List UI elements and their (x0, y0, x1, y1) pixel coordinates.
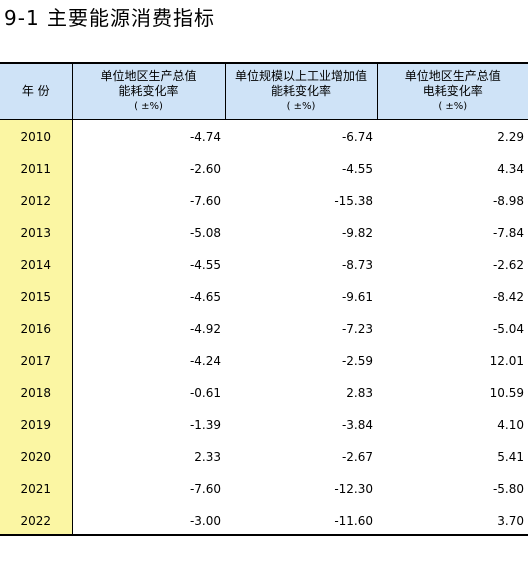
gdp-electricity-change-cell: -8.42 (492, 290, 524, 304)
table-row: 2013 -5.08 -9.82 -7.84 (0, 215, 528, 247)
industrial-energy-change-cell: -2.59 (341, 354, 373, 368)
industrial-energy-change-cell: -4.55 (341, 162, 373, 176)
table-row: 2011 -2.60 -4.55 4.34 (0, 151, 528, 183)
year-cell: 2019 (0, 407, 73, 439)
gdp-electricity-change-cell: 2.29 (497, 130, 524, 145)
gdp-electricity-change-cell: 3.70 (377, 503, 528, 536)
year-cell: 2022 (0, 503, 73, 536)
year-cell: 2016 (0, 311, 73, 343)
year-cell: 2018 (0, 375, 73, 407)
gdp-electricity-change-cell: -5.04 (492, 322, 524, 336)
gdp-electricity-change-cell: 5.41 (497, 450, 524, 464)
gdp-electricity-change-cell: -8.98 (492, 194, 524, 208)
year-cell: 2012 (0, 183, 73, 215)
industrial-energy-change-cell: -3.84 (341, 418, 373, 432)
year-cell: 2020 (0, 439, 73, 471)
gdp-electricity-change-cell: 12.01 (489, 354, 524, 368)
year-cell: 2011 (0, 151, 73, 183)
industrial-energy-change-cell: -9.61 (341, 290, 373, 304)
industrial-energy-change-cell: -9.82 (341, 226, 373, 240)
year-cell: 2015 (0, 279, 73, 311)
header-year: 年 份 (0, 62, 72, 120)
table-row: 2014 -4.55 -8.73 -2.62 (0, 247, 528, 279)
gdp-energy-change-cell: 2.33 (194, 450, 221, 464)
year-cell: 2014 (0, 247, 73, 279)
industrial-energy-change-cell: -15.38 (334, 194, 373, 208)
gdp-electricity-change-cell: -2.62 (492, 258, 524, 272)
gdp-energy-change-cell: -4.65 (189, 290, 221, 304)
gdp-energy-change-cell: -5.08 (189, 226, 221, 240)
industrial-energy-change-cell: -2.67 (341, 450, 373, 464)
year-cell: 2017 (0, 343, 73, 375)
industrial-energy-change-cell: 2.83 (346, 386, 373, 400)
gdp-electricity-change-cell: -7.84 (492, 226, 524, 240)
industrial-energy-change-cell: -12.30 (334, 482, 373, 496)
industrial-energy-change-cell: -11.60 (225, 503, 377, 536)
table-row: 2012 -7.60 -15.38 -8.98 (0, 183, 528, 215)
industrial-energy-change-cell: -8.73 (341, 258, 373, 272)
gdp-energy-change-cell: -1.39 (189, 418, 221, 432)
gdp-energy-change-cell: -7.60 (189, 482, 221, 496)
gdp-electricity-change-cell: 4.34 (497, 162, 524, 176)
table-row: 2022 -3.00 -11.60 3.70 (0, 503, 528, 536)
gdp-energy-change-cell: -4.55 (189, 258, 221, 272)
gdp-energy-change-cell: -4.74 (189, 130, 221, 145)
header-gdp-electricity-change: 单位地区生产总值 电耗变化率 ( ±%) (376, 62, 528, 120)
industrial-energy-change-cell: -6.74 (341, 130, 373, 145)
energy-indicator-table: 年 份 单位地区生产总值 能耗变化率 ( ±%) 单位规模以上工业增加值 能耗变… (0, 62, 528, 536)
industrial-energy-change-cell: -7.23 (341, 322, 373, 336)
gdp-energy-change-cell: -2.60 (189, 162, 221, 176)
table-header-row: 年 份 单位地区生产总值 能耗变化率 ( ±%) 单位规模以上工业增加值 能耗变… (0, 62, 528, 120)
table-row: 2015 -4.65 -9.61 -8.42 (0, 279, 528, 311)
page-title: 9-1 主要能源消费指标 (4, 6, 216, 30)
table-row: 2018 -0.61 2.83 10.59 (0, 375, 528, 407)
table-row: 2021 -7.60 -12.30 -5.80 (0, 471, 528, 503)
year-cell: 2021 (0, 471, 73, 503)
header-gdp-energy-change: 单位地区生产总值 能耗变化率 ( ±%) (71, 62, 225, 120)
gdp-energy-change-cell: -4.24 (189, 354, 221, 368)
gdp-energy-change-cell: -3.00 (72, 503, 225, 536)
gdp-energy-change-cell: -7.60 (189, 194, 221, 208)
table-row: 2010 -4.74 -6.74 2.29 (0, 119, 528, 151)
table-row: 2016 -4.92 -7.23 -5.04 (0, 311, 528, 343)
gdp-energy-change-cell: -0.61 (189, 386, 221, 400)
year-cell: 2010 (0, 119, 73, 151)
table-row: 2017 -4.24 -2.59 12.01 (0, 343, 528, 375)
gdp-electricity-change-cell: -5.80 (492, 482, 524, 496)
gdp-energy-change-cell: -4.92 (189, 322, 221, 336)
gdp-electricity-change-cell: 10.59 (489, 386, 524, 400)
gdp-electricity-change-cell: 4.10 (497, 418, 524, 432)
table-row: 2019 -1.39 -3.84 4.10 (0, 407, 528, 439)
header-industrial-energy-change: 单位规模以上工业增加值 能耗变化率 ( ±%) (224, 62, 377, 120)
year-cell: 2013 (0, 215, 73, 247)
table-row: 2020 2.33 -2.67 5.41 (0, 439, 528, 471)
